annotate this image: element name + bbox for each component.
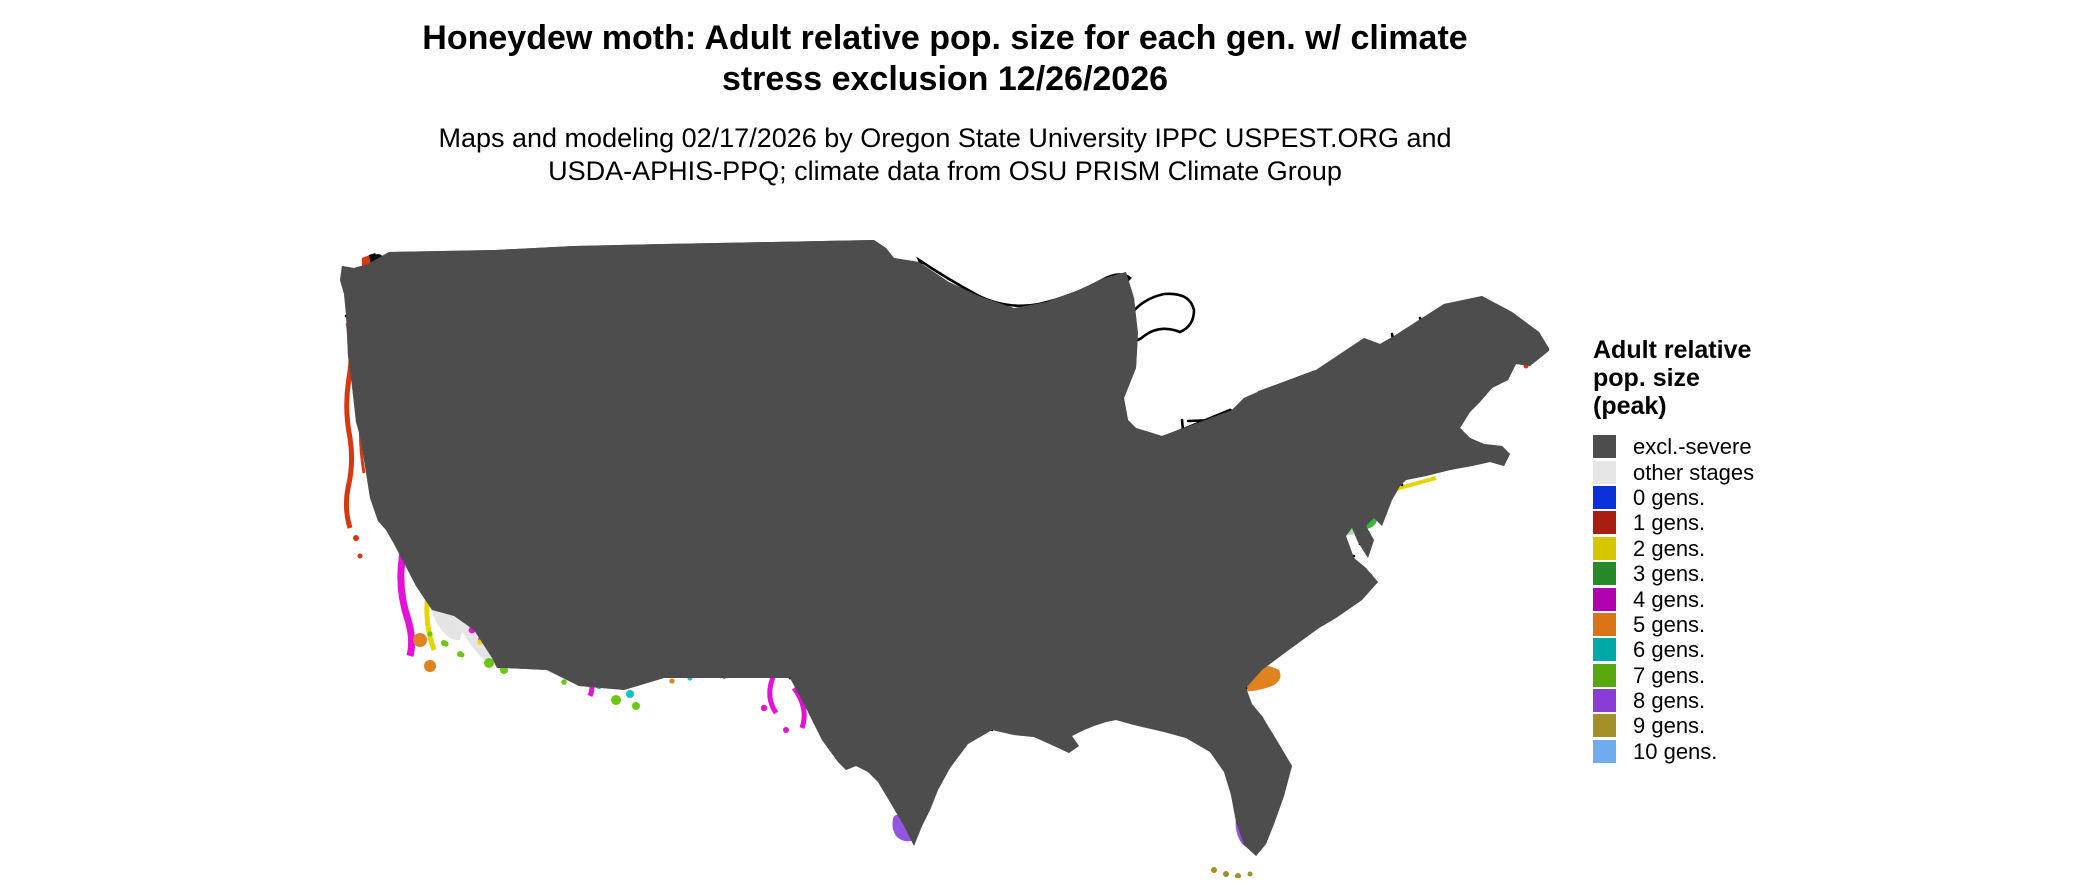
channel-islands bbox=[427, 631, 465, 658]
legend-item: 0 gens. bbox=[1593, 485, 1853, 510]
subtitle-line-2: USDA-APHIS-PPQ; climate data from OSU PR… bbox=[548, 156, 1342, 186]
legend-item-label: 6 gens. bbox=[1633, 637, 1706, 663]
legend-title-line-3: (peak) bbox=[1593, 392, 1667, 420]
legend-item-label: excl.-severe bbox=[1633, 434, 1752, 460]
band-9-gens bbox=[1211, 867, 1253, 879]
legend-item: 4 gens. bbox=[1593, 586, 1853, 611]
legend-item-label: 7 gens. bbox=[1633, 662, 1706, 688]
legend-item: 1 gens. bbox=[1593, 510, 1853, 535]
legend-swatch bbox=[1593, 485, 1616, 509]
legend-item: 3 gens. bbox=[1593, 561, 1853, 586]
legend-swatch bbox=[1593, 536, 1616, 560]
legend-swatch bbox=[1593, 612, 1616, 636]
title-line-2: stress exclusion 12/26/2026 bbox=[721, 60, 1169, 98]
legend-items: excl.-severe other stages 0 gens. 1 gens… bbox=[1593, 434, 1853, 764]
legend-item-label: 3 gens. bbox=[1633, 561, 1706, 587]
legend-item: 5 gens. bbox=[1593, 612, 1853, 637]
legend-item-label: 2 gens. bbox=[1633, 535, 1706, 561]
legend-swatch bbox=[1593, 714, 1616, 738]
legend-item: 6 gens. bbox=[1593, 637, 1853, 662]
conus-map bbox=[334, 238, 1552, 879]
legend-item-label: 9 gens. bbox=[1633, 713, 1706, 739]
legend-item: other stages bbox=[1593, 459, 1853, 484]
legend-item: excl.-severe bbox=[1593, 434, 1853, 459]
lake-huron bbox=[1122, 292, 1196, 342]
legend-item-label: 10 gens. bbox=[1633, 738, 1718, 764]
subtitle-line-1: Maps and modeling 02/17/2026 by Oregon S… bbox=[438, 123, 1452, 153]
legend-swatch bbox=[1593, 689, 1616, 713]
legend-swatch bbox=[1593, 739, 1616, 763]
legend-item: 7 gens. bbox=[1593, 663, 1853, 688]
legend-swatch bbox=[1593, 511, 1616, 535]
map-legend: Adult relative pop. size (peak) excl.-se… bbox=[1593, 336, 1853, 764]
legend-item-label: 8 gens. bbox=[1633, 688, 1706, 714]
legend-item: 8 gens. bbox=[1593, 688, 1853, 713]
legend-item-label: 4 gens. bbox=[1633, 586, 1706, 612]
legend-title: Adult relative pop. size (peak) bbox=[1593, 336, 1853, 420]
legend-item: 9 gens. bbox=[1593, 713, 1853, 738]
legend-swatch bbox=[1593, 638, 1616, 662]
legend-item-label: 5 gens. bbox=[1633, 611, 1706, 637]
legend-item: 10 gens. bbox=[1593, 739, 1853, 764]
legend-item: 2 gens. bbox=[1593, 536, 1853, 561]
legend-swatch bbox=[1593, 460, 1616, 484]
legend-swatch bbox=[1593, 562, 1616, 586]
legend-item-label: other stages bbox=[1633, 459, 1755, 485]
title-line-1: Honeydew moth: Adult relative pop. size … bbox=[422, 19, 1468, 57]
legend-swatch bbox=[1593, 663, 1616, 687]
page-title: Honeydew moth: Adult relative pop. size … bbox=[0, 18, 1890, 100]
page-subtitle: Maps and modeling 02/17/2026 by Oregon S… bbox=[0, 122, 1890, 188]
legend-swatch bbox=[1593, 587, 1616, 611]
conus-map-svg bbox=[338, 238, 1552, 879]
legend-title-line-2: pop. size bbox=[1593, 364, 1700, 392]
legend-title-line-1: Adult relative bbox=[1593, 336, 1752, 364]
legend-item-label: 1 gens. bbox=[1633, 510, 1706, 536]
legend-item-label: 0 gens. bbox=[1633, 484, 1706, 510]
band-8-gens bbox=[892, 813, 1265, 849]
legend-swatch bbox=[1593, 435, 1616, 459]
